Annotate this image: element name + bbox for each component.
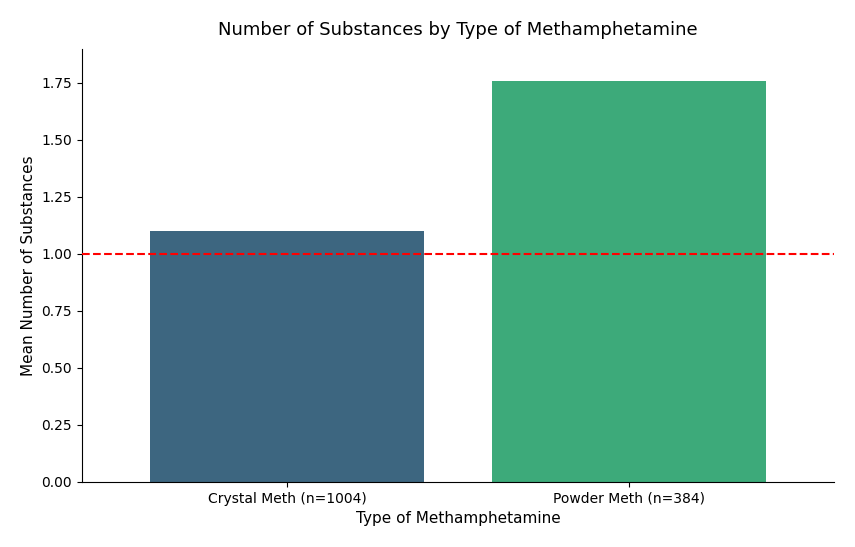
Bar <box>492 80 766 482</box>
Bar <box>150 231 424 482</box>
Y-axis label: Mean Number of Substances: Mean Number of Substances <box>21 155 36 376</box>
Title: Number of Substances by Type of Methamphetamine: Number of Substances by Type of Methamph… <box>218 21 698 39</box>
X-axis label: Type of Methamphetamine: Type of Methamphetamine <box>356 511 560 526</box>
